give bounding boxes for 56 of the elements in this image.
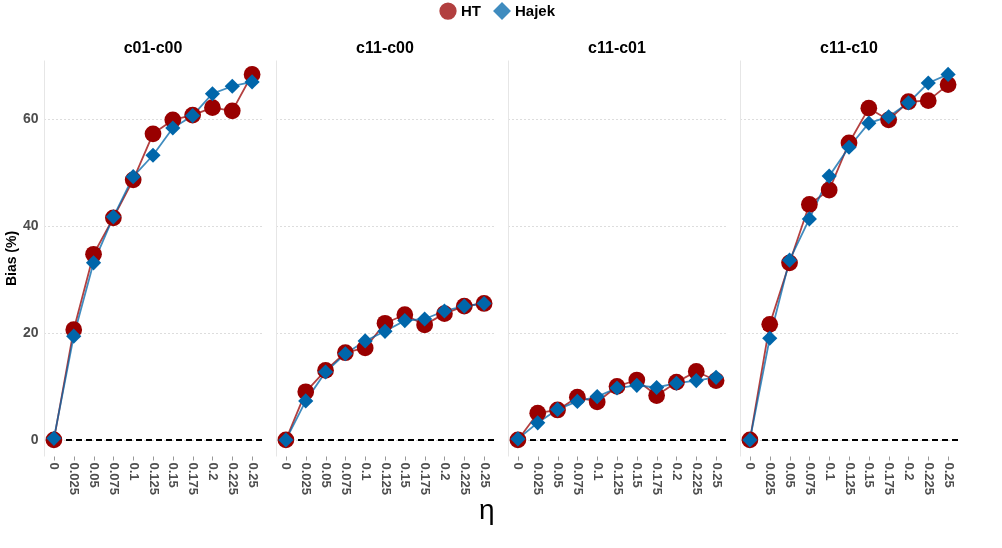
x-tick-label: 0.025: [531, 462, 547, 496]
x-tick-label: 0.075: [570, 462, 586, 496]
x-tick-label: 0.15: [862, 462, 878, 488]
y-tick-label: 0: [30, 431, 39, 448]
x-tick-label: 0.05: [551, 462, 567, 488]
x-tick-label: 0: [279, 462, 295, 470]
x-axis-title: η: [478, 494, 495, 526]
x-tick-label: 0.05: [319, 462, 335, 488]
x-tick-label: 0.025: [67, 462, 83, 496]
x-tick-label: 0.025: [763, 462, 779, 496]
x-tick-label: 0.2: [669, 462, 685, 481]
x-tick-label: 0.25: [941, 462, 957, 488]
x-tick-label: 0.1: [126, 462, 142, 481]
x-tick-label: 0.2: [437, 462, 453, 481]
x-tick-label: 0.25: [709, 462, 725, 488]
x-tick-label: 0.1: [358, 462, 374, 481]
x-tick-label: 0.075: [106, 462, 122, 496]
chart-title: c11-c01: [588, 39, 647, 56]
chart-title: c11-c10: [820, 39, 879, 56]
x-tick-label: 0.225: [225, 462, 241, 496]
x-tick-label: 0.225: [689, 462, 705, 496]
chart-title: c01-c00: [123, 39, 183, 56]
y-tick-label: 60: [22, 110, 39, 127]
x-tick-label: 0.075: [338, 462, 354, 496]
x-tick-label: 0.175: [418, 462, 434, 496]
x-tick-label: 0.05: [87, 462, 103, 488]
x-tick-label: 0.175: [650, 462, 666, 496]
x-tick-label: 0.075: [802, 462, 818, 496]
x-tick-label: 0.225: [457, 462, 473, 496]
x-tick-label: 0.125: [146, 462, 162, 496]
x-tick-label: 0.025: [299, 462, 315, 496]
x-tick-label: 0.125: [610, 462, 626, 496]
x-tick-label: 0.1: [590, 462, 606, 481]
y-tick-label: 40: [22, 217, 39, 234]
y-axis-title: Bias (%): [2, 230, 19, 287]
x-tick-label: 0.05: [783, 462, 799, 488]
x-tick-label: 0: [743, 462, 759, 470]
x-tick-label: 0: [47, 462, 63, 470]
x-tick-label: 0.125: [842, 462, 858, 496]
legend-label: HT: [461, 2, 481, 20]
legend-label: Hajek: [515, 2, 556, 20]
x-tick-label: 0.15: [630, 462, 646, 488]
x-tick-label: 0.175: [186, 462, 202, 496]
x-tick-label: 0.25: [245, 462, 261, 488]
x-tick-label: 0.15: [166, 462, 182, 488]
x-tick-label: 0.2: [901, 462, 917, 481]
x-tick-label: 0.15: [398, 462, 414, 488]
x-tick-label: 0.175: [882, 462, 898, 496]
x-tick-label: 0.25: [477, 462, 493, 488]
x-tick-label: 0.1: [822, 462, 838, 481]
x-tick-label: 0.225: [921, 462, 937, 496]
chart-title: c11-c00: [356, 39, 415, 56]
x-tick-label: 0: [511, 462, 527, 470]
x-tick-label: 0.2: [205, 462, 221, 481]
y-tick-label: 20: [22, 324, 39, 341]
x-tick-label: 0.125: [378, 462, 394, 496]
